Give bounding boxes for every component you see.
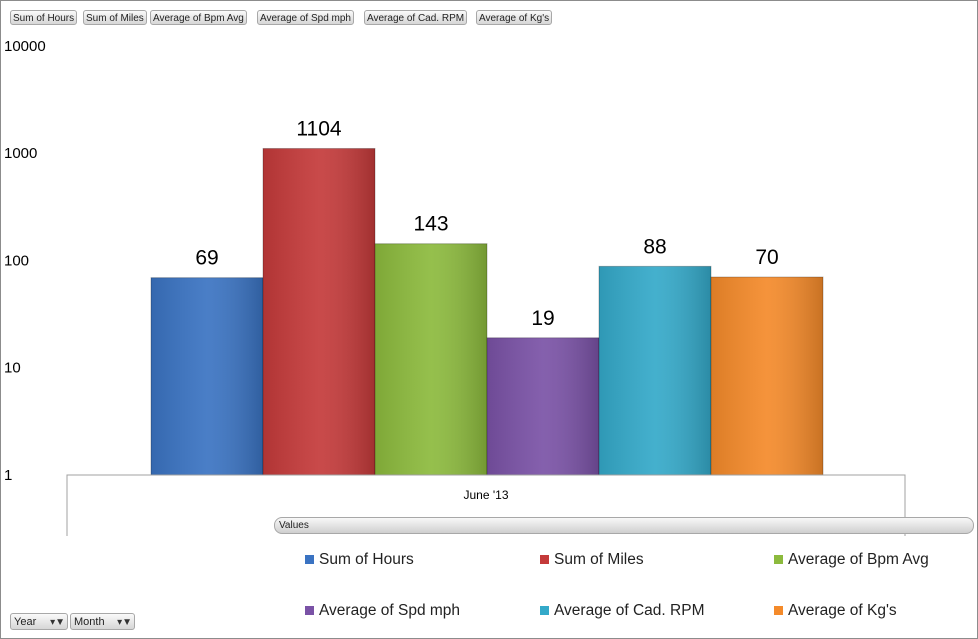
legend-swatch [774, 606, 783, 615]
category-label: June '13 [464, 488, 509, 502]
y-tick-label: 1000 [4, 145, 37, 162]
legend-item-avg-spd: Average of Spd mph [305, 602, 460, 620]
legend-item-avg-cad: Average of Cad. RPM [540, 602, 704, 620]
month-filter-button[interactable]: Month ▾▼ [70, 613, 135, 630]
data-label: 70 [755, 246, 778, 269]
y-tick-label: 10 [4, 360, 21, 377]
legend-swatch [305, 606, 314, 615]
data-label: 1104 [296, 117, 341, 140]
y-tick-label: 100 [4, 252, 29, 269]
bars [150, 147, 824, 476]
filter-dropdown-icon: ▾▼ [50, 617, 65, 628]
bar-shade [599, 266, 711, 475]
field-button-avg-cad[interactable]: Average of Cad. RPM [364, 10, 468, 25]
field-button-sum-of-hours[interactable]: Sum of Hours [10, 10, 78, 25]
bar-shade [487, 337, 599, 475]
legend-swatch [774, 555, 783, 564]
legend-item-avg-kg: Average of Kg's [774, 602, 897, 620]
field-button-avg-spd[interactable]: Average of Spd mph [257, 10, 354, 25]
data-labels: 69 1104 143 19 88 70 [195, 117, 778, 329]
data-label: 69 [195, 247, 218, 270]
filter-dropdown-icon: ▾▼ [117, 617, 132, 628]
field-button-avg-kg[interactable]: Average of Kg's [476, 10, 553, 25]
field-button-sum-of-miles[interactable]: Sum of Miles [83, 10, 147, 25]
legend-item-sum-of-hours: Sum of Hours [305, 551, 414, 569]
bar-shade [375, 243, 487, 475]
y-axis-tick-labels: 1 10 100 1000 10000 [4, 38, 46, 484]
category-axis-box [66, 474, 906, 536]
y-tick-label: 10000 [4, 38, 46, 55]
bar-shade [263, 148, 375, 475]
values-field-button[interactable]: Values [274, 517, 974, 534]
legend-swatch [540, 555, 549, 564]
legend-swatch [305, 555, 314, 564]
bar-shade [151, 277, 263, 475]
data-label: 19 [531, 307, 554, 330]
y-tick-label: 1 [4, 467, 12, 484]
data-label: 88 [643, 235, 666, 258]
data-label: 143 [413, 213, 448, 236]
legend-item-sum-of-miles: Sum of Miles [540, 551, 644, 569]
year-filter-button[interactable]: Year ▾▼ [10, 613, 68, 630]
legend-swatch [540, 606, 549, 615]
bar-shade [711, 277, 823, 475]
field-button-avg-bpm[interactable]: Average of Bpm Avg [150, 10, 247, 25]
legend-item-avg-bpm: Average of Bpm Avg [774, 551, 929, 569]
